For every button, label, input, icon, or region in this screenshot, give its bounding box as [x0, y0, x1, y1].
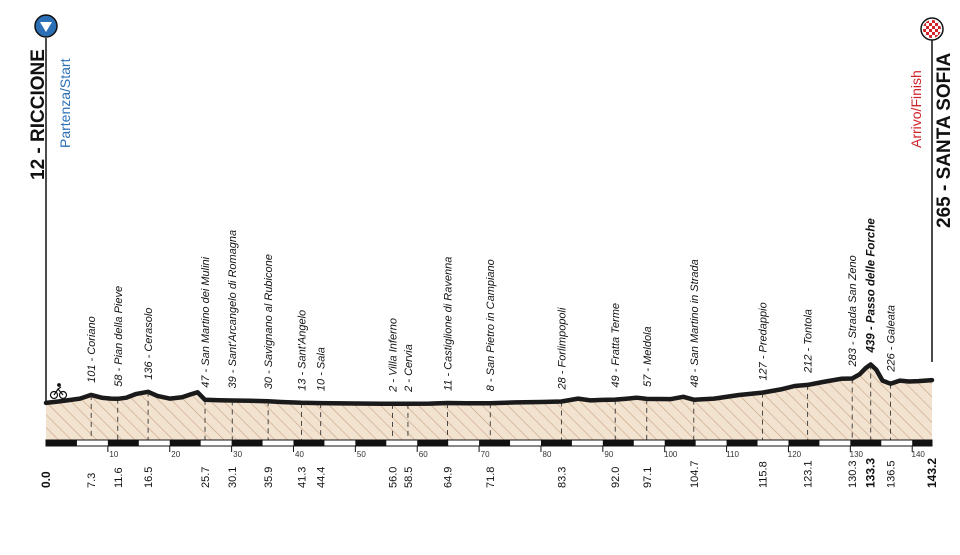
waypoint-label: 2 - Villa Inferno — [387, 318, 399, 393]
km-label: 104.7 — [689, 460, 701, 488]
start-name: 12 - RICCIONE — [28, 49, 49, 180]
waypoint-label: 212 - Tontola — [803, 309, 815, 374]
waypoint-label: 283 - Strada San Zeno — [847, 255, 859, 367]
axis-segment — [540, 440, 572, 446]
start-arrow-icon — [34, 14, 58, 38]
km-label: 71.8 — [485, 467, 497, 488]
km-label: 41.3 — [297, 467, 309, 488]
axis-segment — [46, 440, 77, 446]
waypoint-label: 13 - Sant'Angelo — [297, 310, 309, 391]
waypoint-label: 127 - Predappio — [757, 302, 769, 380]
finish-name: 265 - SANTA SOFIA — [934, 52, 955, 228]
axis-segment — [169, 440, 201, 446]
axis-segment — [417, 440, 449, 446]
axis-segment — [231, 440, 263, 446]
tick-label: 10 — [109, 450, 118, 459]
km-label: 44.4 — [316, 467, 328, 488]
km-label: 83.3 — [556, 467, 568, 488]
tick-label: 90 — [604, 450, 613, 459]
km-label: 133.3 — [864, 458, 878, 488]
km-label: 11.6 — [113, 467, 125, 488]
axis-segment — [850, 440, 882, 446]
waypoint-label: 10 - Sala — [316, 347, 328, 391]
finish-flag-icon — [920, 17, 944, 41]
axis-segment — [107, 440, 139, 446]
km-label: 64.9 — [443, 467, 455, 488]
km-label: 130.3 — [847, 460, 859, 488]
cyclist-icon — [49, 383, 68, 400]
km-label: 25.7 — [200, 467, 212, 488]
km-label: 97.1 — [642, 467, 654, 488]
waypoint-label: 101 - Coriano — [86, 316, 98, 383]
axis-segment — [355, 440, 387, 446]
tick-label: 60 — [419, 450, 428, 459]
km-label: 56.0 — [387, 467, 399, 488]
waypoint-label: 57 - Meldola — [642, 326, 654, 387]
axis-segment — [664, 440, 696, 446]
tick-label: 30 — [233, 450, 242, 459]
waypoint-label: 39 - Sant'Arcangelo di Romagna — [227, 230, 239, 389]
tick-label: 70 — [481, 450, 490, 459]
waypoint-label: 136 - Cerasolo — [143, 308, 155, 380]
waypoint-label: 28 - Forlimpopoli — [556, 307, 568, 390]
km-label: 115.8 — [757, 461, 769, 488]
profile-area — [46, 364, 932, 440]
waypoint-label: 439 - Passo delle Forche — [866, 218, 878, 354]
axis-segment — [479, 440, 511, 446]
km-label: 58.5 — [403, 467, 415, 488]
axis-segment — [788, 440, 820, 446]
axis-segment — [293, 440, 325, 446]
waypoint-label: 8 - San Pietro in Campiano — [485, 259, 497, 391]
waypoint-label: 49 - Fratta Terme — [610, 303, 622, 388]
km-label: 16.5 — [143, 467, 155, 488]
km-label: 7.3 — [86, 473, 98, 488]
tick-label: 80 — [543, 450, 552, 459]
waypoint-label: 48 - San Martino in Strada — [689, 259, 701, 387]
waypoint-label: 30 - Savignano al Rubicone — [263, 254, 275, 389]
tick-label: 110 — [726, 450, 739, 459]
km-label: 0.0 — [39, 471, 53, 488]
km-label: 30.1 — [227, 467, 239, 488]
tick-label: 50 — [357, 450, 366, 459]
finish-label: Arrivo/Finish — [908, 70, 924, 148]
axis-segment — [912, 440, 932, 446]
tick-label: 20 — [171, 450, 180, 459]
km-label: 35.9 — [263, 467, 275, 488]
waypoint-label: 2 - Cervia — [403, 344, 415, 393]
waypoint-label: 47 - San Martino dei Mulini — [200, 256, 212, 387]
tick-label: 40 — [295, 450, 304, 459]
waypoint-label: 226 - Galeata — [886, 305, 898, 373]
km-label: 136.5 — [886, 460, 898, 488]
axis-segment — [726, 440, 758, 446]
km-label: 143.2 — [925, 458, 939, 488]
tick-label: 130 — [850, 450, 864, 459]
waypoint-label: 58 - Pian della Pieve — [113, 286, 125, 387]
tick-label: 140 — [912, 450, 926, 459]
waypoint-label: 11 - Castiglione di Ravenna — [443, 257, 455, 391]
profile-line — [43, 362, 935, 407]
km-label: 123.1 — [803, 460, 815, 488]
km-label: 92.0 — [610, 467, 622, 488]
start-label: Partenza/Start — [57, 58, 73, 148]
tick-label: 120 — [788, 450, 802, 459]
tick-label: 100 — [664, 450, 678, 459]
axis-segment — [602, 440, 634, 446]
